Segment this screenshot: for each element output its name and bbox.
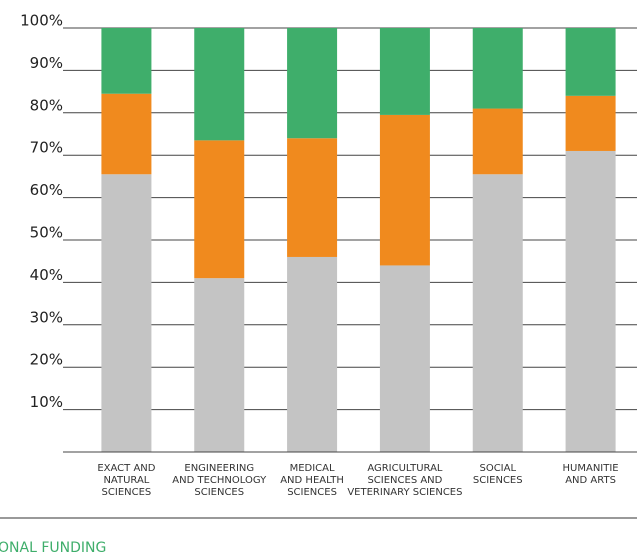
x-tick-label-line: AND ARTS [565,475,616,486]
bar-segment [379,265,430,452]
x-tick-label-line: EXACT AND [97,463,155,474]
x-tick-label-line: AGRICULTURAL [367,463,443,474]
x-tick-label-line: AND TECHNOLOGY [172,475,267,486]
x-tick-label-line: SOCIAL [479,463,516,474]
x-tick-label-line: SCIENCES AND [367,475,442,486]
x-tick-label-line: SCIENCES [473,475,523,486]
bar-segment [379,28,430,115]
x-tick-label-line: SCIENCES [102,487,152,498]
x-tick-label: ENGINEERING AND TECHNOLOGY SCIENCES [172,463,267,498]
x-tick-label: AGRICULTURAL SCIENCES AND VETERINARY SCIEN… [347,463,462,498]
x-tick-label-line: VETERINARY SCIENCES [347,487,462,498]
bar-segment [101,28,152,94]
x-tick-label-line: ENGINEERING [184,463,254,474]
y-tick-label: 10% [30,393,63,411]
x-tick-label-line: MEDICAL [290,463,335,474]
y-tick-label: 20% [30,351,63,369]
bar-segment [101,93,152,175]
y-tick-label: 60% [30,181,63,199]
bar-segment [287,256,338,452]
bar-segment [379,114,430,266]
x-tick-label-line: SCIENCES [287,487,337,498]
y-tick-label: 50% [30,224,63,242]
x-tick-label-line: SCIENCES [194,487,244,498]
bar-segment [472,28,523,109]
x-tick-label: HUMANITIE AND ARTS [563,463,619,486]
bar-segment [194,278,245,452]
bar-segment [565,95,616,151]
y-tick-label: 100% [20,12,63,30]
bar-segment [287,138,338,257]
bar-segment [472,174,523,452]
bar-segment [194,140,245,279]
y-tick-label: 70% [30,139,63,157]
bar-segment [101,174,152,452]
x-tick-label-line: AND HEALTH [280,475,344,486]
bar-segment [472,108,523,175]
y-tick-label: 80% [30,96,63,114]
x-tick-label: EXACT AND NATURAL SCIENCES [97,463,155,498]
x-tick-label: MEDICAL AND HEALTH SCIENCES [280,463,344,498]
y-tick-label: 40% [30,266,63,284]
bar-segment [565,150,616,452]
y-tick-label: 30% [30,308,63,326]
bar-segment [565,28,616,96]
footer: ONAL FUNDING [0,540,106,556]
bar-segment [287,28,338,139]
x-tick-label: SOCIAL SCIENCES [473,463,523,486]
x-tick-label-line: NATURAL [103,475,149,486]
x-tick-label-line: HUMANITIE [563,463,619,474]
y-tick-label: 90% [30,54,63,72]
bar-segment [194,28,245,141]
